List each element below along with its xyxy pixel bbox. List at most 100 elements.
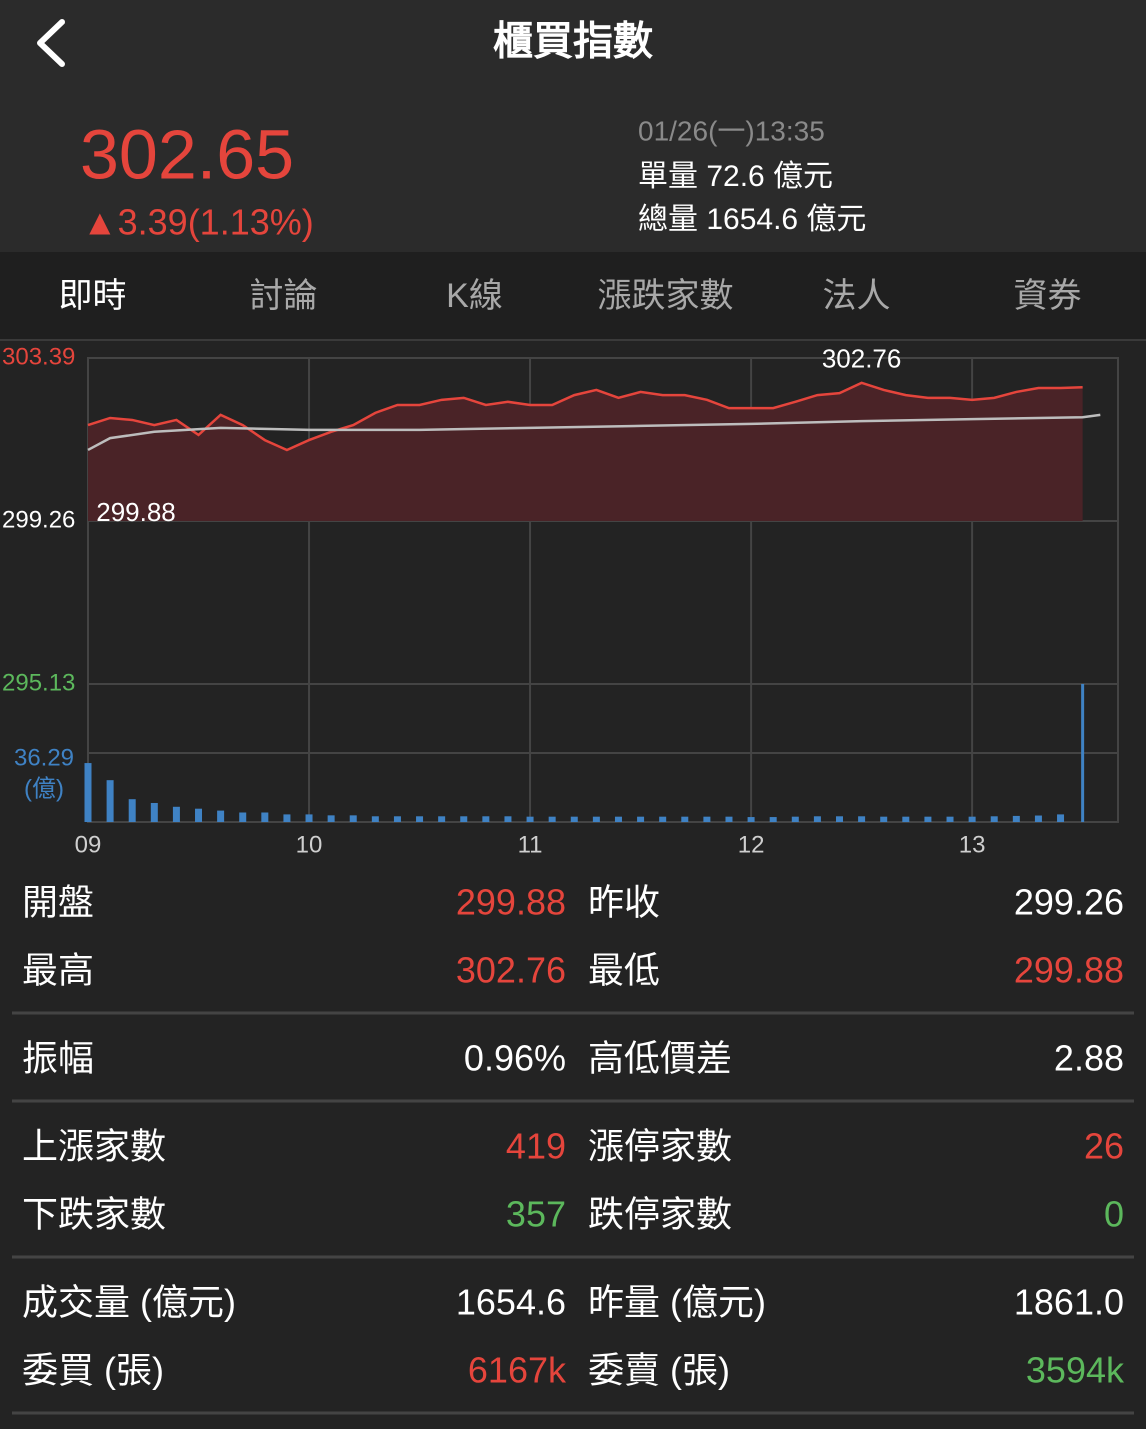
stat-label: 最高	[22, 950, 94, 991]
annotation: 299.88	[96, 497, 176, 527]
annotation: 302.76	[822, 344, 902, 374]
stat-value: 299.26	[1014, 882, 1124, 923]
unit-volume: 單量 72.6 億元	[638, 160, 833, 193]
volume-bar	[283, 814, 291, 822]
price-line	[87, 381, 1083, 452]
stat-label: 委買 (張)	[22, 1350, 164, 1391]
tab[interactable]: 即時	[59, 277, 127, 315]
price-change: ▲3.39(1.13%)	[82, 202, 314, 243]
stat-label: 昨量 (億元)	[588, 1282, 766, 1323]
stat-label: 最低	[588, 950, 660, 991]
x-tick-label: 09	[75, 831, 102, 858]
stat-value: 2.88	[1054, 1038, 1124, 1079]
volume-bar	[371, 816, 379, 822]
volume-bar	[769, 817, 777, 822]
volume-bar	[880, 816, 888, 822]
volume-bar	[482, 816, 490, 822]
quote-time: 01/26(一)13:35	[638, 115, 825, 146]
volume-bar	[1057, 814, 1065, 822]
back-button[interactable]	[37, 19, 65, 67]
total-volume: 總量 1654.6 億元	[638, 203, 866, 236]
volume-bar	[393, 816, 401, 822]
tab[interactable]: K線	[446, 277, 503, 315]
stat-value: 6167k	[468, 1350, 567, 1391]
volume-bar	[526, 816, 534, 822]
volume-bar	[172, 806, 180, 822]
volume-bar	[946, 816, 954, 822]
y-tick-label: 295.13	[2, 669, 75, 696]
volume-bar	[681, 816, 689, 822]
volume-bar	[1034, 815, 1042, 822]
stat-label: 下跌家數	[22, 1194, 166, 1235]
volume-bar	[416, 816, 424, 822]
volume-bar	[813, 816, 821, 822]
volume-bar	[858, 816, 866, 822]
tab-bar-bg	[0, 252, 1146, 340]
volume-bar	[990, 816, 998, 822]
tab[interactable]: 資券	[1014, 277, 1082, 315]
page-title: 櫃買指數	[493, 20, 653, 64]
volume-bar	[703, 816, 711, 822]
x-tick-label: 10	[296, 831, 323, 858]
volume-bar	[217, 810, 225, 822]
volume-bar	[327, 815, 335, 822]
stat-value: 0	[1104, 1194, 1124, 1235]
stat-value: 299.88	[1014, 950, 1124, 991]
stat-value: 3594k	[1026, 1350, 1125, 1391]
volume-bar	[570, 816, 578, 822]
volume-bar	[902, 816, 910, 822]
stat-value: 299.88	[456, 882, 566, 923]
price: 302.65	[80, 115, 294, 193]
y2-unit: (億)	[24, 775, 64, 802]
stat-label: 開盤	[22, 882, 94, 923]
volume-bar	[504, 816, 512, 822]
volume-bar	[1012, 815, 1020, 822]
volume-bar	[836, 816, 844, 822]
tab[interactable]: 討論	[250, 277, 318, 315]
volume-bar	[1081, 683, 1085, 822]
stat-value: 1861.0	[1014, 1282, 1124, 1323]
volume-bar	[725, 816, 733, 822]
stat-value: 357	[506, 1194, 566, 1235]
volume-bar	[261, 812, 269, 822]
volume-bar	[637, 816, 645, 822]
x-tick-label: 11	[518, 831, 543, 858]
volume-bar	[438, 816, 446, 822]
stat-label: 跌停家數	[588, 1194, 732, 1235]
tab[interactable]: 漲跌家數	[598, 277, 734, 315]
y-tick-label: 303.39	[2, 343, 75, 370]
stat-label: 委賣 (張)	[588, 1350, 730, 1391]
stat-value: 26	[1084, 1126, 1124, 1167]
stat-value: 419	[506, 1126, 566, 1167]
volume-bar	[548, 816, 556, 822]
stat-label: 漲停家數	[588, 1126, 732, 1167]
x-tick-label: 12	[738, 831, 765, 858]
y-tick-label: 299.26	[2, 506, 75, 533]
volume-bar	[195, 808, 203, 822]
volume-bar	[747, 817, 755, 822]
price-area	[88, 382, 1083, 521]
volume-bar	[791, 816, 799, 822]
volume-bar	[239, 812, 247, 822]
tab[interactable]: 法人	[823, 277, 891, 315]
volume-bar	[84, 763, 92, 822]
stat-value: 0.96%	[464, 1038, 566, 1079]
volume-bar	[659, 816, 667, 822]
volume-bar	[349, 815, 357, 822]
stat-value: 1654.6	[456, 1282, 566, 1323]
volume-bar	[592, 816, 600, 822]
volume-bar	[106, 780, 114, 822]
stat-value: 302.76	[456, 950, 566, 991]
volume-bar	[924, 816, 932, 822]
stat-label: 振幅	[22, 1038, 94, 1079]
stat-label: 成交量 (億元)	[22, 1282, 236, 1323]
stat-label: 上漲家數	[22, 1126, 166, 1167]
stat-label: 昨收	[588, 882, 660, 923]
volume-bar	[305, 814, 313, 822]
stat-label: 高低價差	[588, 1038, 732, 1079]
x-tick-label: 13	[959, 831, 986, 858]
volume-bar	[614, 816, 622, 822]
volume-bar	[460, 816, 468, 822]
volume-bar	[968, 816, 976, 822]
